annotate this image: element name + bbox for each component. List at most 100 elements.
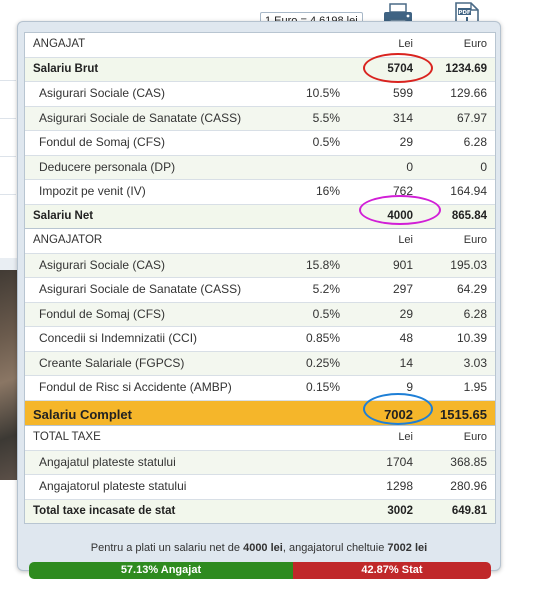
row-euro: 10.39	[456, 331, 487, 345]
row-euro: 195.03	[450, 257, 487, 272]
table-row: Angajatorul plateste statului 1298 280.9…	[25, 475, 495, 500]
salariu-net-label: Salariu Net	[33, 209, 94, 222]
row-lei: 599	[392, 86, 413, 100]
total-taxe-row: Total taxe incasate de stat 3002 649.81	[25, 499, 495, 523]
angajat-header-label: ANGAJAT	[33, 38, 86, 50]
table-row: Creante Salariale (FGPCS) 0.25% 14 3.03	[25, 351, 495, 376]
row-euro: 67.97	[456, 110, 487, 125]
row-euro: 164.94	[450, 184, 487, 198]
split-progress-bar: 57.13% Angajat 42.87% Stat	[29, 562, 491, 579]
table-row: Impozit pe venit (IV) 16% 762 164.94	[25, 180, 495, 205]
row-lei: 901	[392, 257, 413, 272]
row-lei: 29	[399, 135, 413, 149]
table-row: Asigurari Sociale (CAS) 15.8% 901 195.03	[25, 253, 495, 278]
angajator-header-row: ANGAJATOR Lei Euro	[25, 229, 495, 254]
table-row: Asigurari Sociale (CAS) 10.5% 599 129.66	[25, 82, 495, 107]
row-percent: 5.5%	[312, 110, 340, 125]
row-percent: 0.25%	[305, 355, 340, 370]
row-euro: 0	[480, 159, 487, 174]
row-lei: 1298	[386, 479, 413, 493]
row-lei: 762	[392, 184, 413, 198]
row-label: Asigurari Sociale de Sanatate (CASS)	[39, 110, 242, 125]
table-row: Asigurari Sociale de Sanatate (CASS) 5.2…	[25, 278, 495, 303]
table-row: Asigurari Sociale de Sanatate (CASS) 5.5…	[25, 106, 495, 131]
total-taxe-label: Total taxe incasate de stat	[33, 504, 176, 517]
stat-share-segment: 42.87% Stat	[292, 562, 491, 579]
row-percent: 0.5%	[312, 306, 340, 321]
euro-column-header: Euro	[463, 234, 487, 246]
row-label: Deducere personala (DP)	[39, 159, 176, 174]
salariu-brut-lei: 5704	[387, 62, 413, 75]
taxe-header-row: TOTAL TAXE Lei Euro	[25, 426, 495, 451]
total-taxe-section: TOTAL TAXE Lei Euro Angajatul plateste s…	[24, 425, 496, 524]
row-percent: 5.2%	[312, 282, 340, 296]
row-euro: 129.66	[450, 86, 487, 100]
lei-column-header: Lei	[398, 38, 413, 50]
table-row: Concedii si Indemnizatii (CCI) 0.85% 48 …	[25, 327, 495, 352]
row-euro: 6.28	[463, 135, 487, 149]
salary-calculator-panel: ANGAJAT Lei Euro Salariu Brut 5704 1234.…	[17, 21, 501, 579]
row-percent: 0.5%	[312, 135, 340, 149]
salariu-complet-row: Salariu Complet 7002 1515.65	[25, 400, 495, 428]
row-label: Angajatorul plateste statului	[39, 479, 187, 493]
row-label: Fondul de Somaj (CFS)	[39, 135, 166, 149]
summary-sentence: Pentru a plati un salariu net de 4000 le…	[24, 542, 494, 554]
angajator-section: ANGAJATOR Lei Euro Asigurari Sociale (CA…	[24, 228, 496, 429]
row-label: Creante Salariale (FGPCS)	[39, 355, 185, 370]
row-percent: 10.5%	[305, 86, 340, 100]
summary-prefix: Pentru a plati un salariu net de	[90, 542, 241, 554]
svg-text:PDF: PDF	[458, 10, 471, 16]
row-lei: 9	[406, 380, 413, 394]
row-percent: 0.85%	[305, 331, 340, 345]
total-taxe-euro: 649.81	[451, 504, 487, 517]
angajat-header-row: ANGAJAT Lei Euro	[25, 33, 495, 58]
salariu-complet-euro: 1515.65	[440, 406, 487, 422]
salariu-complet-label: Salariu Complet	[33, 406, 132, 422]
angajator-header-label: ANGAJATOR	[33, 234, 103, 246]
row-euro: 6.28	[463, 306, 487, 321]
table-row: Fondul de Somaj (CFS) 0.5% 29 6.28	[25, 131, 495, 156]
row-euro: 64.29	[456, 282, 487, 296]
row-euro: 1.95	[463, 380, 487, 394]
row-label: Angajatul plateste statului	[39, 454, 176, 469]
salariu-complet-lei: 7002	[384, 406, 413, 422]
table-row: Fondul de Risc si Accidente (AMBP) 0.15%…	[25, 376, 495, 401]
table-row: Fondul de Somaj (CFS) 0.5% 29 6.28	[25, 302, 495, 327]
row-percent: 16%	[315, 184, 340, 198]
salariu-net-euro: 865.84	[451, 209, 487, 222]
row-percent: 0.15%	[305, 380, 340, 394]
row-lei: 29	[399, 306, 413, 321]
euro-column-header: Euro	[463, 431, 487, 443]
row-euro: 3.03	[463, 355, 487, 370]
summary-middle: , angajatorul cheltuie	[282, 542, 385, 554]
lei-column-header: Lei	[398, 234, 413, 246]
row-euro: 368.85	[450, 454, 487, 469]
row-label: Asigurari Sociale (CAS)	[39, 86, 166, 100]
summary-net-value: 4000 lei	[243, 542, 283, 554]
taxe-header-label: TOTAL TAXE	[33, 431, 101, 443]
row-label: Impozit pe venit (IV)	[39, 184, 146, 198]
salariu-brut-label: Salariu Brut	[33, 62, 99, 75]
row-label: Asigurari Sociale de Sanatate (CASS)	[39, 282, 242, 296]
table-row: Deducere personala (DP) 0 0	[25, 155, 495, 180]
background-advert-image	[0, 258, 17, 480]
row-percent: 15.8%	[305, 257, 340, 272]
euro-column-header: Euro	[463, 38, 487, 50]
summary-cost-value: 7002 lei	[387, 542, 428, 554]
salariu-net-lei: 4000	[387, 209, 413, 222]
salariu-net-row: Salariu Net 4000 865.84	[25, 204, 495, 228]
row-lei: 314	[392, 110, 413, 125]
salariu-brut-euro: 1234.69	[445, 62, 487, 75]
lei-column-header: Lei	[398, 431, 413, 443]
total-taxe-lei: 3002	[387, 504, 413, 517]
row-label: Fondul de Somaj (CFS)	[39, 306, 166, 321]
salariu-brut-row: Salariu Brut 5704 1234.69	[25, 57, 495, 82]
row-label: Concedii si Indemnizatii (CCI)	[39, 331, 198, 345]
row-lei: 297	[392, 282, 413, 296]
advert-close-strip[interactable]	[0, 258, 19, 270]
row-lei: 14	[399, 355, 413, 370]
row-label: Fondul de Risc si Accidente (AMBP)	[39, 380, 232, 394]
table-row: Angajatul plateste statului 1704 368.85	[25, 450, 495, 475]
row-label: Asigurari Sociale (CAS)	[39, 257, 166, 272]
row-euro: 280.96	[450, 479, 487, 493]
